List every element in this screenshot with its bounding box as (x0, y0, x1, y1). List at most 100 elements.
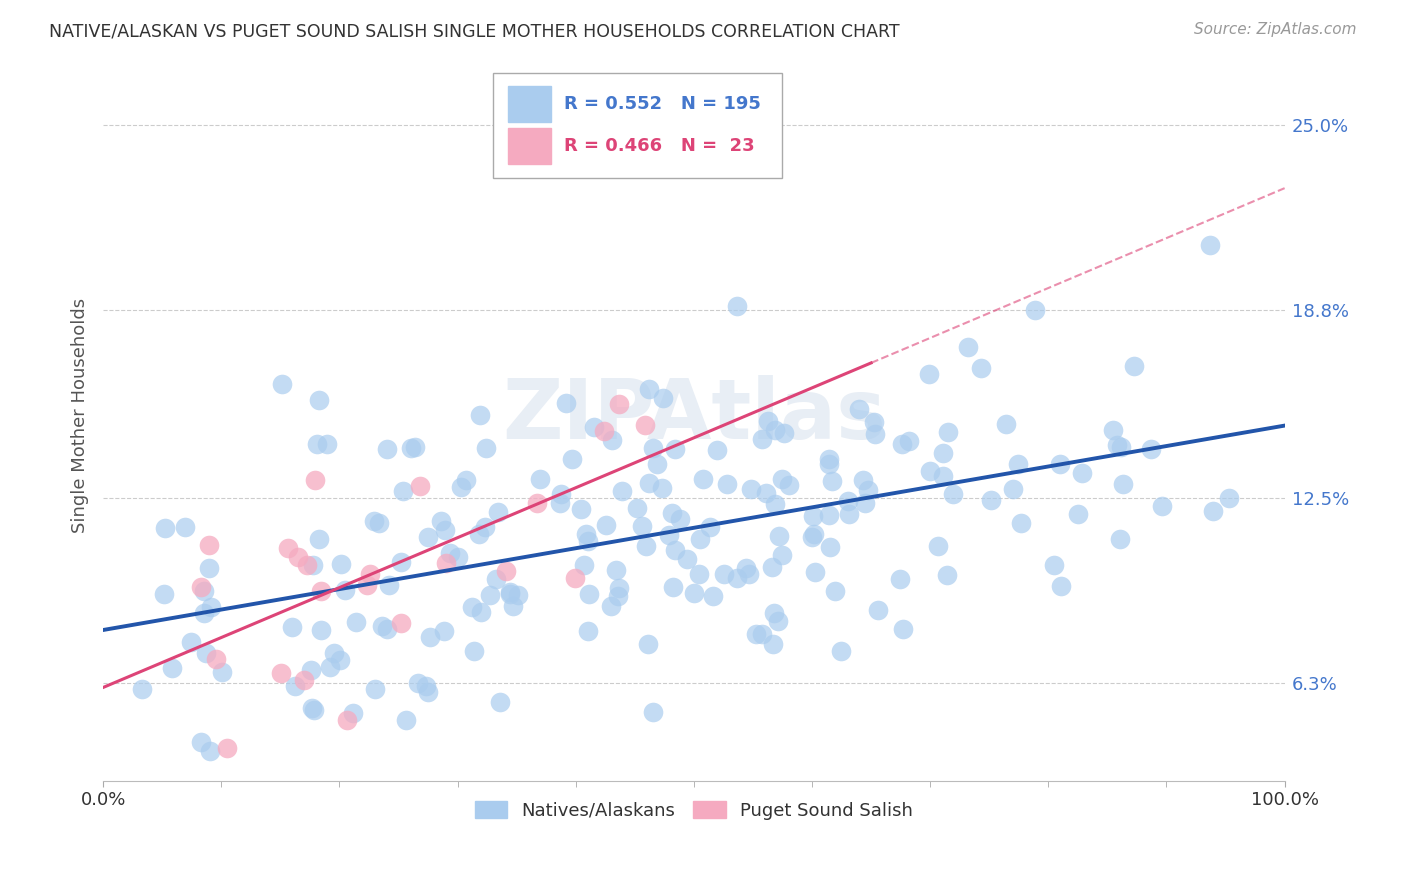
Point (401, 441, 423, 455)
Point (763, 423, 786, 437)
Point (478, 588, 501, 602)
Point (429, 515, 451, 529)
Point (1199, 238, 1222, 252)
Point (582, 419, 605, 434)
Point (683, 585, 706, 599)
Point (205, 652, 228, 666)
Point (434, 556, 457, 570)
Point (575, 526, 598, 541)
Point (766, 614, 789, 628)
Point (1111, 440, 1133, 454)
Point (200, 599, 222, 614)
Point (770, 549, 793, 563)
Point (433, 624, 456, 638)
Point (725, 299, 748, 313)
Point (1001, 483, 1024, 497)
Point (489, 694, 512, 708)
Point (415, 679, 437, 693)
Point (661, 506, 683, 520)
Point (447, 549, 470, 564)
Point (470, 408, 492, 422)
Point (768, 529, 790, 543)
Point (329, 653, 352, 667)
Point (153, 587, 176, 601)
Point (662, 581, 685, 595)
Point (652, 391, 675, 405)
Point (363, 514, 385, 528)
Point (643, 706, 665, 720)
Point (335, 583, 357, 598)
Point (605, 563, 627, 577)
Point (633, 417, 655, 432)
Point (1202, 503, 1225, 517)
Point (270, 665, 292, 680)
Point (745, 627, 768, 641)
Point (419, 630, 441, 644)
Point (927, 540, 949, 554)
Point (824, 584, 846, 599)
Point (936, 425, 959, 440)
Point (607, 581, 630, 595)
Point (637, 383, 659, 397)
Point (302, 703, 325, 717)
Point (302, 558, 325, 572)
Point (607, 589, 630, 603)
Point (1024, 303, 1046, 318)
Point (956, 340, 979, 354)
Point (198, 561, 221, 575)
FancyBboxPatch shape (509, 128, 551, 163)
Point (862, 415, 884, 429)
Point (803, 526, 825, 541)
Point (371, 619, 394, 633)
Text: Source: ZipAtlas.com: Source: ZipAtlas.com (1194, 22, 1357, 37)
Point (817, 457, 839, 471)
Point (599, 599, 621, 613)
Point (664, 542, 686, 557)
Point (378, 578, 401, 592)
Point (740, 482, 762, 496)
Point (1049, 579, 1071, 593)
Point (637, 637, 659, 651)
Point (319, 659, 342, 673)
Point (818, 508, 841, 522)
Point (773, 425, 796, 440)
Point (853, 495, 876, 509)
Point (474, 520, 496, 534)
Point (561, 452, 583, 467)
Point (315, 437, 337, 451)
Point (434, 524, 457, 538)
Point (1071, 467, 1094, 481)
Text: NATIVE/ALASKAN VS PUGET SOUND SALISH SINGLE MOTHER HOUSEHOLDS CORRELATION CHART: NATIVE/ALASKAN VS PUGET SOUND SALISH SIN… (49, 22, 900, 40)
Point (889, 572, 911, 586)
Point (818, 451, 841, 466)
Point (572, 558, 595, 572)
Point (470, 605, 492, 619)
Point (1123, 359, 1146, 374)
Point (508, 588, 530, 602)
Point (651, 481, 673, 495)
Point (329, 557, 352, 571)
Point (932, 469, 955, 483)
Point (818, 540, 841, 554)
Point (607, 397, 630, 411)
Point (576, 533, 599, 548)
Point (725, 570, 748, 584)
Point (160, 661, 183, 675)
Point (344, 615, 367, 630)
Point (1049, 458, 1071, 472)
FancyBboxPatch shape (494, 72, 783, 178)
Legend: Natives/Alaskans, Puget Sound Salish: Natives/Alaskans, Puget Sound Salish (467, 794, 921, 827)
Point (174, 520, 197, 534)
Point (638, 475, 661, 490)
Point (837, 493, 859, 508)
Point (309, 584, 332, 599)
Point (821, 474, 844, 488)
Point (392, 483, 415, 498)
Point (668, 512, 690, 526)
Point (756, 414, 779, 428)
Point (920, 464, 942, 478)
Point (995, 417, 1018, 431)
Point (856, 483, 879, 498)
Point (838, 507, 860, 521)
Point (155, 521, 177, 535)
